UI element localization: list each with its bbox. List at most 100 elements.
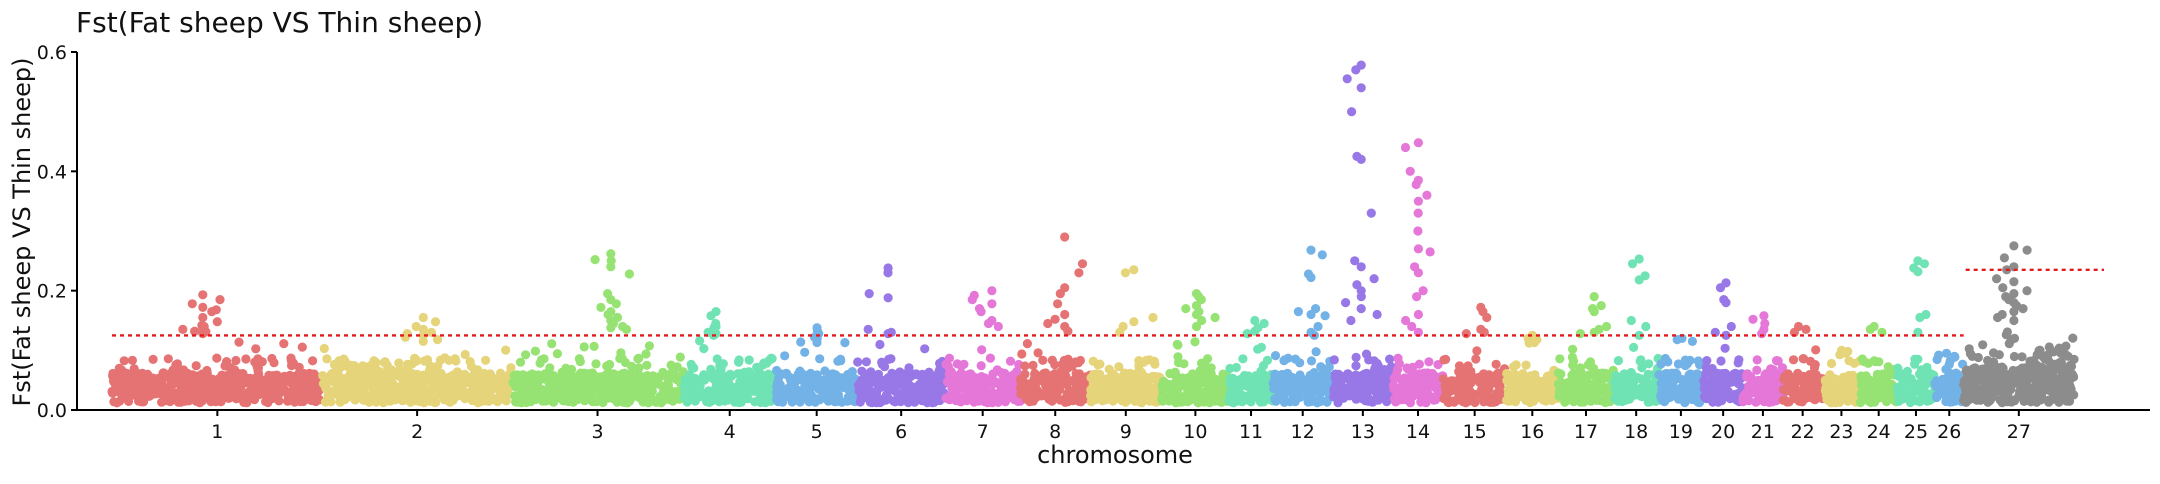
background-point <box>1478 370 1488 380</box>
background-point <box>1908 377 1918 387</box>
background-point <box>1063 363 1073 373</box>
peak-point <box>1422 190 1432 200</box>
background-point <box>1636 355 1646 365</box>
peak-point <box>1197 315 1207 326</box>
background-point <box>696 375 706 385</box>
background-point <box>1807 393 1817 403</box>
background-point <box>267 393 277 404</box>
background-point <box>1417 372 1427 382</box>
background-point <box>1833 393 1843 403</box>
background-point <box>1811 345 1821 355</box>
peak-point <box>1589 327 1599 337</box>
peak-point <box>987 286 997 296</box>
peak-point <box>400 332 410 342</box>
background-point <box>1733 379 1743 389</box>
background-point <box>294 362 304 372</box>
peak-point <box>1411 179 1421 190</box>
background-point <box>538 385 548 395</box>
background-point <box>945 390 956 400</box>
background-point <box>1256 379 1266 389</box>
background-point <box>1478 391 1488 401</box>
background-point <box>226 363 236 373</box>
background-point <box>1539 376 1549 386</box>
background-point <box>772 379 782 389</box>
background-point <box>481 355 491 365</box>
background-point <box>202 368 212 378</box>
background-point <box>944 353 955 363</box>
background-point <box>1826 358 1837 369</box>
background-point <box>1134 374 1145 384</box>
background-point <box>1017 349 1027 359</box>
background-point <box>191 361 201 371</box>
peak-point <box>1413 309 1423 320</box>
background-point <box>956 361 967 371</box>
peak-point <box>1627 259 1638 269</box>
background-point <box>1225 363 1235 374</box>
background-point <box>231 355 241 366</box>
background-point <box>1173 340 1183 350</box>
background-point <box>1169 393 1180 403</box>
background-point <box>451 356 461 366</box>
background-point <box>318 371 328 381</box>
background-point <box>1878 369 1888 379</box>
background-point <box>179 365 189 375</box>
peak-point <box>993 321 1003 332</box>
background-point <box>739 371 749 381</box>
background-point <box>1532 380 1542 390</box>
background-point <box>973 395 983 405</box>
background-point <box>1258 369 1268 379</box>
chromosome-20-points <box>1699 278 1748 407</box>
peak-point <box>1347 107 1357 117</box>
background-point <box>958 393 968 403</box>
background-point <box>127 355 137 365</box>
background-point <box>2032 350 2042 360</box>
background-point <box>319 343 329 354</box>
peak-point <box>1342 74 1352 84</box>
background-point <box>1558 388 1568 398</box>
background-point <box>1555 354 1565 364</box>
background-point <box>1028 360 1038 370</box>
background-point <box>2066 361 2077 371</box>
peak-point <box>1148 312 1158 323</box>
background-point <box>1424 357 1434 367</box>
background-point <box>535 358 545 368</box>
background-point <box>1464 384 1474 394</box>
background-point <box>287 361 297 371</box>
background-point <box>1441 354 1451 364</box>
background-point <box>1462 393 1472 403</box>
background-point <box>306 374 316 384</box>
background-point <box>612 370 622 380</box>
peak-point <box>1748 314 1758 324</box>
background-point <box>651 378 661 388</box>
background-point <box>1369 386 1379 396</box>
peak-point <box>1366 208 1376 218</box>
background-point <box>1385 354 1395 364</box>
background-point <box>1844 356 1854 366</box>
background-point <box>214 373 225 383</box>
background-point <box>903 398 913 408</box>
background-point <box>1095 359 1105 369</box>
peak-point <box>1356 83 1366 93</box>
peak-point <box>1210 312 1220 323</box>
background-point <box>1716 377 1726 387</box>
background-point <box>1744 381 1754 391</box>
background-point <box>323 385 333 395</box>
background-point <box>518 370 528 380</box>
background-point <box>1502 368 1512 379</box>
background-point <box>1072 381 1082 391</box>
background-point <box>309 393 319 403</box>
background-point <box>573 394 583 405</box>
background-point <box>619 393 629 403</box>
background-point <box>245 379 255 389</box>
background-point <box>1569 356 1579 366</box>
background-point <box>1349 388 1359 398</box>
background-point <box>1931 377 1941 387</box>
background-point <box>1110 382 1120 393</box>
peak-point <box>883 293 893 303</box>
background-point <box>523 389 534 399</box>
background-point <box>1839 378 1849 388</box>
background-point <box>1689 373 1699 383</box>
background-point <box>880 362 890 372</box>
